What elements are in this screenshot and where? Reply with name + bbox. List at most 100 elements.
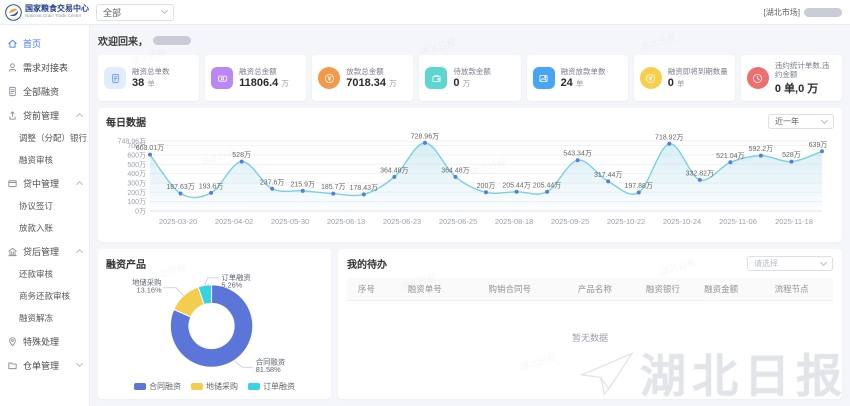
sidebar-item-2[interactable]: 全部融资 [0, 79, 89, 103]
todo-column-header-5: 融资金额 [692, 278, 751, 301]
sidebar-subitem-10[interactable]: 还款审核 [19, 269, 54, 279]
legend-label: 合同融资 [149, 382, 181, 391]
financing-products-title: 融资产品 [106, 260, 146, 271]
stat-label: 违约统计单数,违约金额 [774, 60, 830, 79]
stat-card-1: 融资总金额 11806.4 万 [205, 55, 307, 101]
empty-state-text: 暂无数据 [571, 333, 608, 343]
svg-text:地储采购: 地储采购 [132, 278, 161, 287]
svg-text:187.63万: 187.63万 [166, 183, 194, 191]
coin-icon [318, 67, 341, 89]
stat-value: 38 单 [132, 77, 155, 89]
svg-text:543.34万: 543.34万 [563, 150, 591, 158]
upload-icon [7, 110, 18, 121]
folder-icon [7, 360, 18, 371]
svg-text:639万: 639万 [809, 141, 828, 149]
svg-text:603.01万: 603.01万 [136, 144, 164, 152]
redacted-username [153, 36, 191, 45]
svg-text:2025-10-22: 2025-10-22 [607, 217, 645, 226]
sidebar-item-1[interactable]: 需求对接表 [0, 55, 89, 79]
welcome-line: 欢迎回来， [98, 33, 842, 48]
stat-card-0: 融资总单数 38 单 [98, 55, 200, 101]
legend-item-2[interactable]: 订单融资 [248, 381, 295, 392]
todo-column-header-1: 融资单号 [385, 278, 464, 301]
svg-text:2025-11-06: 2025-11-06 [719, 217, 757, 226]
date-range-select[interactable]: 近一年 [768, 114, 834, 129]
market-label: [湖北市场] [763, 7, 800, 17]
user-icon [7, 62, 18, 73]
stat-label: 融资放款单数 [560, 67, 606, 76]
sidebar-subitem-5[interactable]: 融资审核 [19, 155, 54, 165]
legend-item-0[interactable]: 合同融资 [134, 381, 181, 392]
sidebar-item-6[interactable]: 贷中管理 [0, 171, 89, 195]
financing-products-card: 融资产品 合同融资 81.58% 地储采购 13.16% 订单融资 5.26% 合同融资 地… [98, 249, 331, 399]
svg-text:728.96万: 728.96万 [411, 132, 439, 140]
daily-data-chart: 0万100万200万300万400万500万600万700万748.96万603… [118, 132, 828, 226]
todo-column-header-3: 产品名称 [555, 278, 634, 301]
legend-label: 地储采购 [206, 382, 238, 391]
sidebar-subitem-7[interactable]: 协议签订 [19, 201, 54, 211]
money-icon [211, 67, 234, 89]
stat-card-3: 待放款金额 0 万 [419, 55, 521, 101]
svg-text:592.2万: 592.2万 [749, 145, 774, 153]
todo-column-header-4: 融资银行 [633, 278, 693, 301]
sidebar-subitem-8[interactable]: 放款入账 [19, 223, 54, 233]
pin-icon [7, 336, 18, 347]
todo-column-header-0: 序号 [347, 278, 386, 301]
svg-text:528万: 528万 [782, 151, 801, 159]
stat-value: 24 单 [560, 77, 584, 89]
sidebar-item-13[interactable]: 特殊处理 [0, 329, 89, 353]
svg-text:2025-10-24: 2025-10-24 [663, 217, 701, 226]
svg-text:197.88万: 197.88万 [625, 182, 653, 190]
svg-text:2025-11-18: 2025-11-18 [775, 217, 813, 226]
svg-text:364.48万: 364.48万 [380, 166, 408, 174]
svg-text:700万: 700万 [127, 142, 146, 150]
sidebar-item-3[interactable]: 贷前管理 [0, 103, 89, 127]
sidebar-item-14[interactable]: 仓单管理 [0, 353, 89, 377]
stat-label: 待放款金额 [453, 67, 491, 76]
sidebar-subitem-4[interactable]: 调整（分配）银行 [19, 133, 88, 143]
stat-label: 放款总金额 [346, 67, 384, 76]
legend-swatch [134, 383, 146, 390]
svg-text:205.44万: 205.44万 [533, 181, 561, 189]
svg-text:2025-06-23: 2025-06-23 [383, 217, 421, 226]
todo-filter-placeholder: 请选择 [754, 259, 778, 268]
svg-text:178.43万: 178.43万 [350, 184, 378, 192]
sidebar-item-label: 全部融资 [23, 86, 60, 97]
chevron-up-icon [75, 112, 84, 121]
chevron-up-icon [75, 180, 84, 189]
redacted-username [804, 7, 842, 17]
todo-column-header-6: 流程节点 [750, 278, 833, 301]
wallet-icon [425, 67, 448, 89]
sidebar-item-9[interactable]: 贷后管理 [0, 239, 89, 263]
svg-text:364.48万: 364.48万 [441, 166, 469, 174]
clock-icon [746, 67, 769, 89]
chevron-down-icon [820, 116, 829, 124]
sidebar-item-label: 特殊处理 [23, 336, 60, 347]
stat-card-4: 融资放款单数 24 单 [526, 55, 628, 101]
todos-title: 我的待办 [347, 260, 387, 271]
stat-value: 0 单 [667, 77, 685, 89]
svg-text:订单融资: 订单融资 [221, 273, 250, 282]
sidebar-subitem-11[interactable]: 商务还款审核 [19, 291, 71, 301]
todo-filter-select[interactable]: 请选择 [747, 256, 833, 271]
svg-text:718.92万: 718.92万 [655, 133, 683, 141]
main-content: 欢迎回来， 融资总单数 38 单融资总金额 11806.4 万放款总金额 7018.3… [90, 25, 850, 406]
stat-value: 11806.4 万 [239, 77, 289, 89]
card-icon [7, 178, 18, 189]
todos-table: 序号 融资单号 购销合同号 产品名称 融资银行 融资金额 流程节点 [347, 278, 833, 301]
file-icon [104, 67, 126, 89]
svg-text:2025-05-30: 2025-05-30 [271, 217, 309, 226]
sidebar-item-0[interactable]: 首页 [0, 31, 89, 55]
welcome-text: 欢迎回来， [98, 37, 148, 48]
scope-select[interactable]: 全部 [96, 3, 174, 21]
svg-text:400万: 400万 [127, 170, 146, 178]
daily-data-card: 每日数据 近一年 0万 100万 200万 300万 400万 500万 600万 700万 7… [98, 108, 842, 242]
svg-text:215.9万: 215.9万 [290, 180, 315, 188]
stat-label: 融资即将到期数量 [667, 67, 728, 76]
legend-item-1[interactable]: 地储采购 [191, 381, 238, 392]
sidebar-item-label: 贷中管理 [23, 178, 60, 189]
sidebar-subitem-12[interactable]: 融资解冻 [19, 313, 54, 323]
chevron-down-icon [160, 6, 169, 15]
stat-card-5: 融资即将到期数量 0 单 [633, 55, 735, 101]
